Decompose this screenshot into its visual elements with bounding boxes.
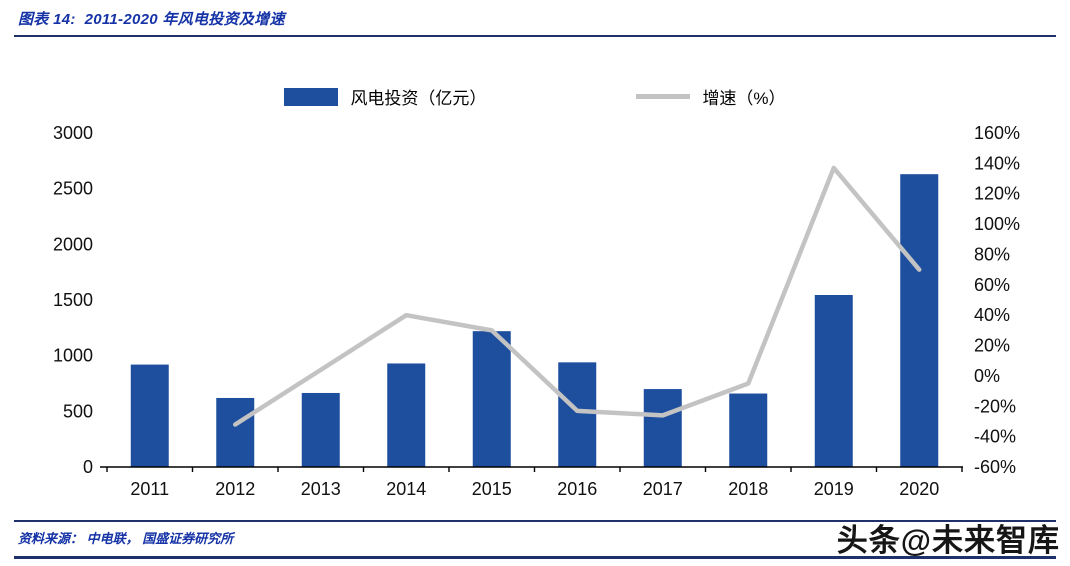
bar-2018 [729,393,768,467]
footer-divider-line-lower [14,556,1056,559]
x-axis-label-2013: 2013 [301,479,341,499]
left-axis-tick-label: 500 [63,401,93,421]
right-axis-tick-label: 160% [974,123,1020,143]
bar-2020 [900,174,939,467]
right-axis-tick-label: 60% [974,275,1010,295]
bar-2017 [643,389,682,467]
left-axis-tick-label: 0 [83,457,93,477]
bar-2012 [216,397,255,467]
chart-legend: 风电投资（亿元） 增速（%） [0,84,1070,109]
bar-2019 [814,294,853,467]
watermark-text: 头条@未来智库 [836,523,1060,558]
right-axis-tick-label: -40% [974,427,1016,447]
x-axis-label-2018: 2018 [728,479,768,499]
top-divider-line [14,35,1056,37]
legend-label-growth: 增速（%） [702,89,786,108]
right-axis-tick-label: 20% [974,336,1010,356]
left-axis-tick-label: 2000 [53,234,93,254]
bar-2015 [472,331,511,467]
x-axis-label-2011: 2011 [130,479,169,499]
left-axis-tick-label: 2500 [53,179,93,199]
x-axis-label-2016: 2016 [557,479,597,499]
right-axis-tick-label: 0% [974,366,1000,386]
right-axis-tick-label: -20% [974,396,1016,416]
x-axis-label-2015: 2015 [472,479,512,499]
legend-item-growth: 增速（%） [636,84,786,109]
right-axis-tick-label: 100% [974,214,1020,234]
right-axis-tick-label: 140% [974,153,1020,173]
bar-2011 [130,364,169,467]
figure-title: 图表 14: 2011-2020 年风电投资及增速 [18,11,285,28]
left-axis-tick-label: 3000 [53,123,93,143]
growth-rate-line [233,165,922,427]
right-axis-tick-label: 120% [974,184,1020,204]
left-axis-tick-label: 1000 [53,346,93,366]
x-axis-label-2017: 2017 [643,479,683,499]
legend-item-investment: 风电投资（亿元） [284,84,486,109]
left-axis-tick-label: 1500 [53,290,93,310]
x-axis-label-2012: 2012 [215,479,255,499]
bar-2014 [387,363,426,467]
legend-label-investment: 风电投资（亿元） [350,89,487,108]
line-series-swatch-icon [636,94,691,99]
x-axis-label-2019: 2019 [814,479,854,499]
right-axis-tick-label: -60% [974,457,1016,477]
x-axis-label-2014: 2014 [386,479,426,499]
bar-series-swatch-icon [284,87,339,106]
bar-2016 [558,362,597,467]
right-axis-tick-label: 80% [974,244,1010,264]
bar-2013 [301,392,340,467]
footer-divider-line-upper [14,520,1056,522]
source-note: 资料来源： 中电联， 国盛证券研究所 [18,531,234,546]
x-axis-label-2020: 2020 [899,479,939,499]
right-axis-tick-label: 40% [974,305,1010,325]
